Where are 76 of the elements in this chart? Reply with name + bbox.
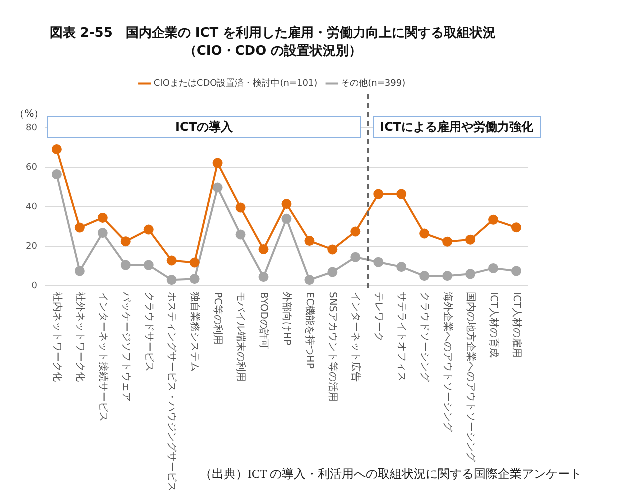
point bbox=[166, 275, 177, 286]
x-tick-label: サテライトオフィス bbox=[396, 292, 408, 382]
x-tick-label: 独自業務システム bbox=[189, 292, 202, 372]
y-axis-title: （%） bbox=[14, 108, 44, 120]
legend-label: CIOまたはCDO設置済・検討中(n=101) bbox=[154, 78, 318, 90]
point bbox=[52, 144, 62, 155]
point bbox=[420, 271, 430, 282]
point bbox=[466, 234, 476, 245]
point bbox=[74, 266, 85, 276]
chart-title: 図表 2-55 国内企業の ICT を利用した雇用・労働力向上に関する取組状況 bbox=[50, 25, 496, 42]
x-tick-label: ICT人材の育成 bbox=[488, 292, 500, 358]
point bbox=[396, 189, 407, 200]
x-tick-label: 外部向けHP bbox=[281, 292, 294, 346]
point bbox=[120, 260, 131, 270]
point bbox=[488, 214, 499, 225]
x-tick-label: インターネット広告 bbox=[350, 292, 362, 382]
point bbox=[488, 263, 499, 274]
point bbox=[52, 170, 62, 180]
x-tick-label: BYODの許可 bbox=[258, 292, 270, 350]
point bbox=[282, 214, 292, 224]
point bbox=[258, 272, 269, 282]
point bbox=[374, 257, 384, 268]
x-tick-label: ICT人材の雇用 bbox=[510, 292, 523, 358]
point bbox=[396, 262, 407, 272]
y-tick-label: 60 bbox=[26, 162, 38, 173]
x-tick-label: 社外ネットワーク化 bbox=[74, 292, 86, 382]
x-tick-label: SNSアカウント等の活用 bbox=[327, 292, 340, 402]
point bbox=[166, 256, 177, 266]
point bbox=[350, 252, 361, 262]
point bbox=[328, 244, 338, 255]
x-tick-label: モバイル端末の利用 bbox=[235, 292, 248, 382]
point bbox=[328, 267, 338, 278]
point bbox=[98, 228, 108, 238]
point bbox=[374, 189, 384, 200]
point bbox=[420, 228, 430, 239]
y-tick-label: 40 bbox=[26, 202, 38, 212]
x-tick-label: 国内の地方企業へのアウトソーシング bbox=[464, 292, 477, 463]
point bbox=[98, 212, 108, 223]
point bbox=[350, 226, 361, 237]
section-header: ICTの導入 bbox=[47, 116, 362, 138]
legend-label: その他(n=399) bbox=[341, 78, 406, 90]
point bbox=[512, 266, 522, 276]
point bbox=[258, 244, 269, 255]
x-tick-label: 海外企業へのアウトソーシング bbox=[442, 292, 454, 433]
x-tick-label: 社内ネットワーク化 bbox=[51, 292, 64, 382]
point bbox=[304, 275, 315, 286]
x-tick-label: クラウドサービス bbox=[143, 292, 154, 372]
x-tick-label: クラウドソーシング bbox=[419, 292, 430, 383]
point bbox=[466, 269, 476, 280]
x-tick-label: ホスティングサービス・ハウジングサービス bbox=[166, 292, 178, 492]
point bbox=[236, 202, 246, 213]
point bbox=[74, 222, 85, 233]
x-tick-label: EC機能を持つHP bbox=[304, 292, 316, 369]
point bbox=[282, 199, 292, 210]
point bbox=[190, 274, 200, 284]
point bbox=[442, 236, 453, 247]
text: （出典）ICT の導入・利活用への取組状況に関する国際企業アンケート bbox=[200, 466, 582, 483]
x-tick-label: インターネット接続サービス bbox=[97, 292, 110, 422]
x-tick-label: パッケージソフトウェア bbox=[120, 291, 132, 402]
y-tick-label: 0 bbox=[32, 281, 38, 292]
x-tick-label: テレワーク bbox=[373, 292, 384, 342]
point bbox=[304, 236, 315, 246]
y-tick-label: 20 bbox=[26, 242, 38, 252]
point bbox=[236, 230, 246, 240]
point bbox=[190, 258, 200, 268]
chart-subtitle: （CIO・CDO の設置状況別） bbox=[184, 42, 362, 59]
point bbox=[442, 271, 453, 282]
x-tick-label: PC等の利用 bbox=[212, 292, 224, 346]
point bbox=[144, 224, 154, 235]
point bbox=[212, 158, 223, 168]
point bbox=[212, 182, 223, 193]
point bbox=[144, 260, 154, 270]
point bbox=[512, 222, 522, 233]
y-tick-label: 80 bbox=[26, 124, 38, 134]
point bbox=[120, 236, 131, 247]
section-header: ICTによる雇用や労働力強化 bbox=[373, 116, 541, 138]
